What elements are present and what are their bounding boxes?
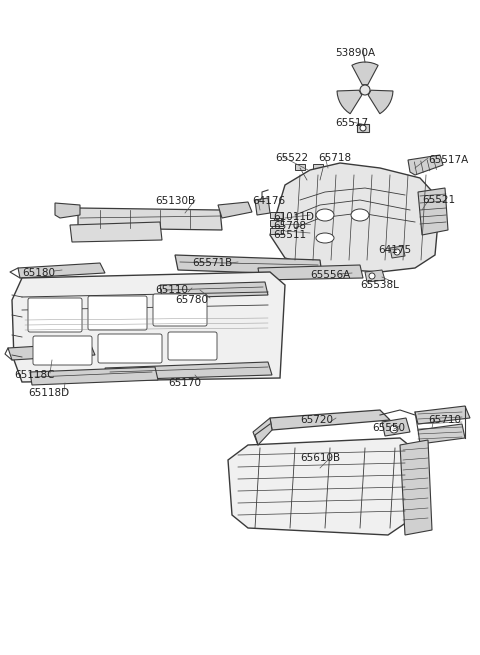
Text: 65118D: 65118D [28,388,69,398]
FancyBboxPatch shape [28,298,82,332]
Ellipse shape [316,209,334,221]
Polygon shape [337,90,362,114]
Ellipse shape [316,233,334,243]
Text: 65517A: 65517A [428,155,468,165]
Text: 65521: 65521 [422,195,455,205]
Polygon shape [270,163,440,272]
Text: 65130B: 65130B [155,196,195,206]
Text: 53890A: 53890A [335,48,375,58]
Text: 65708: 65708 [273,221,306,231]
Text: 65571B: 65571B [192,258,232,268]
Text: 65118C: 65118C [14,370,55,380]
Polygon shape [408,155,443,175]
Polygon shape [415,406,470,424]
Polygon shape [253,418,272,445]
Polygon shape [12,272,285,382]
Text: 65710: 65710 [428,415,461,425]
Text: 65610B: 65610B [300,453,340,463]
Text: 65780: 65780 [175,295,208,305]
Polygon shape [270,228,283,234]
Polygon shape [30,367,158,385]
Circle shape [390,425,398,433]
Circle shape [369,273,375,279]
Polygon shape [418,424,465,444]
Polygon shape [270,212,283,218]
Polygon shape [365,270,385,282]
FancyBboxPatch shape [33,336,92,365]
Polygon shape [78,208,222,230]
Text: 65538L: 65538L [360,280,399,290]
Text: 65556A: 65556A [310,270,350,280]
Polygon shape [352,62,378,84]
Text: 65550: 65550 [372,423,405,433]
Polygon shape [70,222,162,242]
Polygon shape [8,343,95,360]
Text: 65522: 65522 [275,153,308,163]
Polygon shape [255,198,270,215]
FancyBboxPatch shape [98,334,162,363]
Polygon shape [390,246,405,258]
FancyBboxPatch shape [88,296,147,330]
Text: 65511: 65511 [273,230,306,240]
Text: 64175: 64175 [378,245,411,255]
Polygon shape [270,410,390,430]
Polygon shape [400,440,432,535]
FancyBboxPatch shape [168,332,217,360]
Polygon shape [258,265,363,280]
Polygon shape [418,188,448,235]
Text: 64176: 64176 [252,196,285,206]
Ellipse shape [351,209,369,221]
Text: 65110: 65110 [155,285,188,295]
FancyBboxPatch shape [153,294,207,326]
Text: 65718: 65718 [318,153,351,163]
Polygon shape [55,203,80,218]
Text: 61011D: 61011D [273,212,314,222]
Polygon shape [382,418,410,436]
Polygon shape [357,124,369,132]
Text: 65720: 65720 [300,415,333,425]
Circle shape [394,249,400,255]
Text: 65517: 65517 [335,118,368,128]
Circle shape [360,125,366,131]
Polygon shape [228,438,415,535]
Polygon shape [218,202,252,218]
Polygon shape [368,90,393,114]
Polygon shape [105,362,272,380]
Polygon shape [160,282,268,298]
Polygon shape [295,164,305,170]
Text: 65170: 65170 [168,378,201,388]
Text: 65180: 65180 [22,268,55,278]
Polygon shape [313,164,323,170]
Polygon shape [18,263,105,278]
Polygon shape [270,220,283,226]
Circle shape [360,85,370,95]
Polygon shape [175,255,322,275]
